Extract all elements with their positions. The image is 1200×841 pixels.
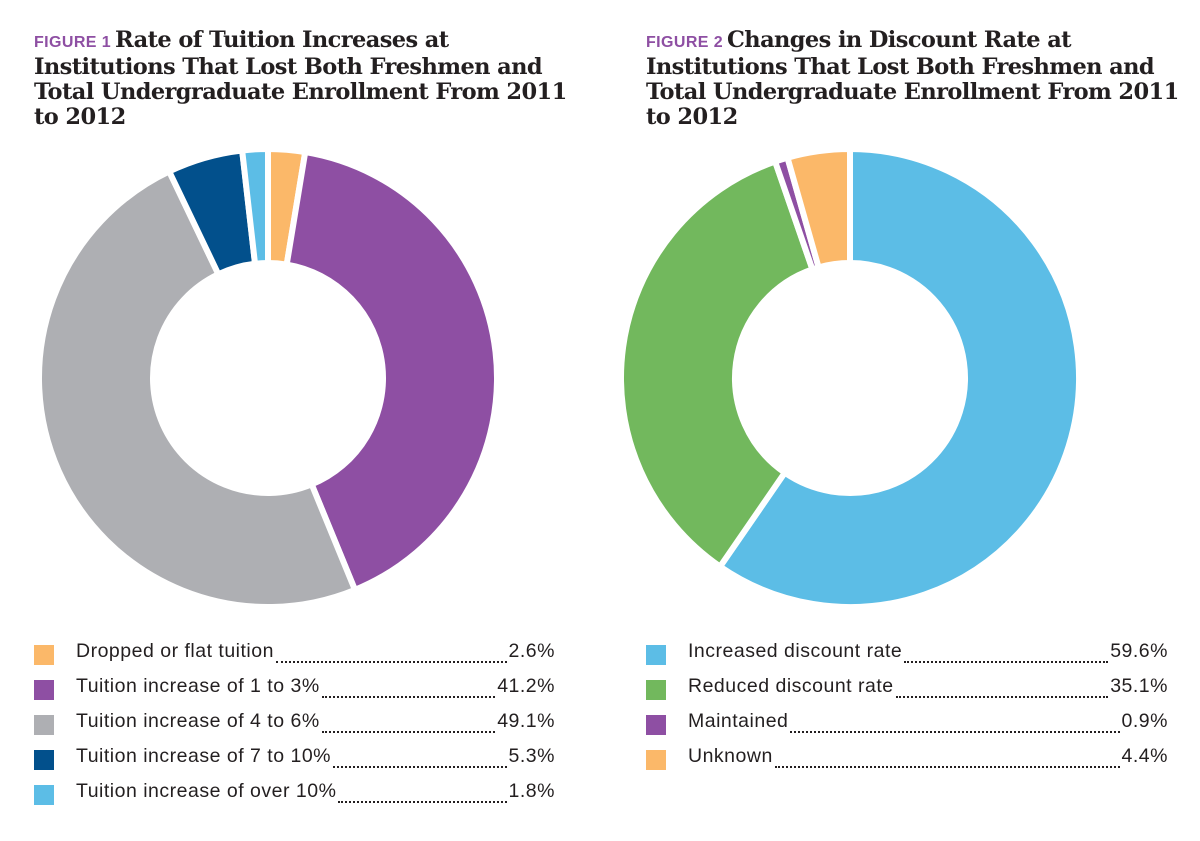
- legend-item: Tuition increase of 1 to 3% 41.2%: [34, 675, 555, 710]
- legend-label: Tuition increase of 7 to 10%: [76, 745, 331, 767]
- legend-leader-dots: [333, 766, 507, 768]
- legend-leader-dots: [321, 731, 496, 733]
- legend-label: Tuition increase of over 10%: [76, 780, 337, 802]
- legend-value: 49.1%: [497, 710, 555, 732]
- legend-item: Increased discount rate 59.6%: [646, 640, 1168, 675]
- legend-label: Dropped or flat tuition: [76, 640, 274, 662]
- legend-item: Maintained 0.9%: [646, 710, 1168, 745]
- figure-2-slice-reduced-discount-rate: [618, 157, 817, 571]
- figure-2-legend: Increased discount rate 59.6% Reduced disc…: [646, 640, 1168, 780]
- legend-value: 0.9%: [1121, 710, 1168, 732]
- legend-value: 4.4%: [1121, 745, 1168, 767]
- figure-2-slice-increased-discount-rate: [715, 145, 1082, 610]
- legend-swatch: [34, 715, 54, 735]
- legend-value: 59.6%: [1110, 640, 1168, 662]
- legend-leader-dots: [774, 766, 1120, 768]
- figure-1-slice-tuition-increase-of-1-to-3: [283, 148, 500, 594]
- legend-item: Dropped or flat tuition 2.6%: [34, 640, 555, 675]
- legend-swatch: [34, 750, 54, 770]
- legend-leader-dots: [275, 661, 507, 663]
- legend-leader-dots: [321, 696, 496, 698]
- legend-swatch: [646, 680, 666, 700]
- legend-leader-dots: [904, 661, 1109, 663]
- legend-value: 35.1%: [1110, 675, 1168, 697]
- legend-swatch: [34, 785, 54, 805]
- legend-label: Unknown: [688, 745, 773, 767]
- legend-label: Increased discount rate: [688, 640, 903, 662]
- legend-label: Tuition increase of 4 to 6%: [76, 710, 320, 732]
- figure-2-label: FIGURE 2: [646, 34, 723, 51]
- legend-leader-dots: [895, 696, 1109, 698]
- figure-2-title-block: FIGURE 2 Changes in Discount Rate at Inst…: [646, 28, 1186, 130]
- legend-swatch: [34, 645, 54, 665]
- figure-1-legend: Dropped or flat tuition 2.6% Tuition incre…: [34, 640, 555, 815]
- legend-item: Unknown 4.4%: [646, 745, 1168, 780]
- legend-value: 41.2%: [497, 675, 555, 697]
- legend-label: Reduced discount rate: [688, 675, 894, 697]
- figure-1-panel: FIGURE 1 Rate of Tuition Increases at Ins…: [34, 28, 574, 815]
- legend-value: 1.8%: [508, 780, 555, 802]
- figure-2-panel: FIGURE 2 Changes in Discount Rate at Inst…: [600, 0, 1200, 841]
- legend-label: Tuition increase of 1 to 3%: [76, 675, 320, 697]
- legend-swatch: [646, 645, 666, 665]
- legend-item: Tuition increase of over 10% 1.8%: [34, 780, 555, 815]
- legend-swatch: [34, 680, 54, 700]
- figure-2-donut-chart: [618, 145, 1082, 610]
- figure-1-title-block: FIGURE 1 Rate of Tuition Increases at Ins…: [34, 28, 574, 130]
- legend-value: 2.6%: [508, 640, 555, 662]
- legend-item: Tuition increase of 4 to 6% 49.1%: [34, 710, 555, 745]
- legend-value: 5.3%: [508, 745, 555, 767]
- legend-item: Tuition increase of 7 to 10% 5.3%: [34, 745, 555, 780]
- legend-swatch: [646, 750, 666, 770]
- legend-leader-dots: [338, 801, 507, 803]
- legend-leader-dots: [790, 731, 1120, 733]
- figure-1-donut-chart: [36, 145, 500, 610]
- figure-1-title: Rate of Tuition Increases at Institution…: [34, 27, 567, 130]
- figure-1-slice-tuition-increase-of-4-to-6: [36, 167, 359, 610]
- figure-2-title: Changes in Discount Rate at Institutions…: [646, 27, 1179, 130]
- figure-2-slice-unknown: [783, 145, 853, 272]
- legend-item: Reduced discount rate 35.1%: [646, 675, 1168, 710]
- legend-swatch: [646, 715, 666, 735]
- figure-1-slice-tuition-increase-of-over-10: [238, 145, 271, 268]
- figure-1-label: FIGURE 1: [34, 34, 111, 51]
- legend-label: Maintained: [688, 710, 789, 732]
